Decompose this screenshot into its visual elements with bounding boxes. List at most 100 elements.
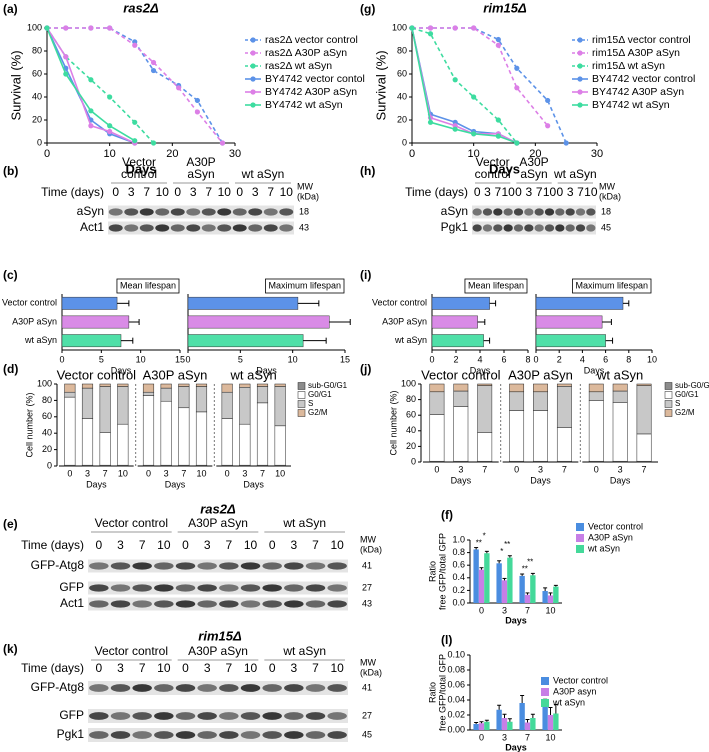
blot-band [240,600,261,608]
blot-band [586,224,596,232]
bar-segment [429,391,445,415]
data-point [132,138,138,144]
bar [535,315,603,329]
time-value: 3 [484,185,491,199]
bar [542,706,548,730]
blot-band [89,562,109,570]
bar-segment [117,383,129,387]
blot-band [534,208,544,216]
bar-segment [509,383,525,393]
legend-marker [577,89,583,95]
bar-segment [64,391,76,398]
blot-strip [88,681,348,695]
blot-band [110,731,131,739]
y-tick-label: 0.04 [447,694,465,704]
blot-band [186,224,201,232]
x-tick-label: 0 [44,148,50,160]
bar [484,553,490,603]
x-tick-label: 7 [260,468,265,478]
blot-band [110,584,131,592]
blot-band [89,712,109,720]
time-value: 7 [577,185,584,199]
bar-segment [239,383,251,388]
time-value: 7 [225,538,232,552]
time-value: 0 [182,538,189,552]
blot-band [544,224,555,232]
time-label: Time (days) [21,538,84,552]
blot-strip [88,559,348,573]
chart-title: Maximum lifespan [575,280,648,290]
data-point [176,85,182,91]
legend-marker [250,102,256,108]
mw-value: 43 [299,222,309,232]
significance-mark: ** [476,539,482,548]
y-tick-label: 0.06 [447,679,465,689]
blot-band [154,731,174,739]
time-value: 0 [515,185,522,199]
x-tick-label: 15 [175,354,185,364]
chart-title: Maximum lifespan [268,280,341,290]
legend-label: BY4742 A30P aSyn [265,86,357,98]
blot-band [110,600,131,608]
legend-label: G2/M [675,408,695,417]
y-tick-label: 80 [406,394,416,404]
time-value: 7 [494,185,501,199]
x-tick-label: 0 [67,468,72,478]
blot-band [248,208,263,216]
group-title: Vector control [421,367,501,382]
group-title: A30P aSyn [143,367,208,382]
data-point [88,108,94,114]
blot-band [544,208,555,216]
legend-swatch [664,382,673,390]
bar-segment [509,410,525,462]
blot-band [132,584,152,592]
time-value: 7 [205,185,212,199]
blot-band [197,712,217,720]
blot-band [284,684,304,692]
group-label: wt aSyn [241,167,285,181]
time-value: 0 [556,185,563,199]
bar-segment [117,386,129,425]
blot-band [503,208,513,216]
time-value: 10 [218,185,232,199]
blot-band [240,712,261,720]
time-value: 0 [95,661,102,675]
bar-segment [477,383,493,386]
x-tick-label: 3 [164,468,169,478]
legend-swatch [576,534,584,542]
category-label: wt aSyn [24,335,57,345]
legend-label: sub-G0/G1 [308,381,348,390]
data-point [495,36,501,43]
mw-value: 43 [362,598,372,608]
blot-strip [108,221,294,235]
data-point [452,77,458,83]
blot-band [305,731,326,739]
y-tick-label: 0.4 [452,572,465,582]
time-label: Time (days) [405,185,468,199]
blot-band [240,731,261,739]
blot-band [132,684,152,692]
category-label: Vector control [372,298,427,308]
blot-band [472,224,482,232]
y-tick-label: 0.10 [447,649,465,659]
y-axis-label: Survival (%) [373,50,388,120]
data-point [452,25,458,31]
bar-segment [533,391,548,411]
bar-segment [274,383,286,387]
bar-segment [239,387,251,425]
group-title: Vector control [57,367,137,382]
time-value: 7 [225,661,232,675]
blot-band [186,208,201,216]
legend-swatch [297,391,306,399]
bar-segment [178,407,190,466]
x-tick-label: 10 [545,732,555,742]
row-label: Act1 [60,596,84,610]
bar-segment [81,387,94,419]
x-tick-label: 10 [468,148,480,160]
data-point [107,128,113,135]
data-point [471,131,477,137]
blot-band [170,208,185,216]
legend-label: BY4742 vector control [592,73,695,85]
time-value: 0 [112,185,119,199]
